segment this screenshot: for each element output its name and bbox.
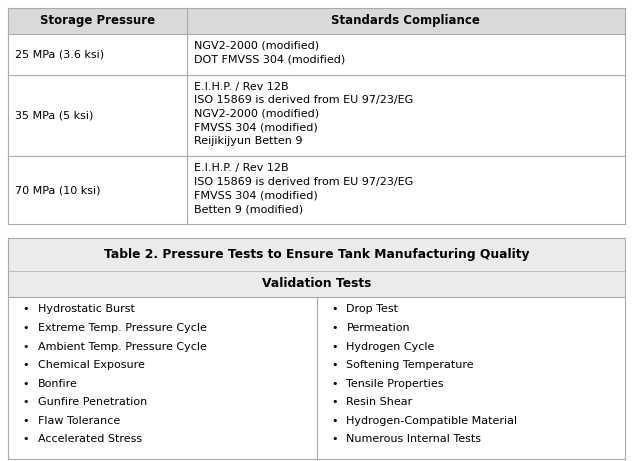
Text: Reijikijyun Betten 9: Reijikijyun Betten 9 xyxy=(194,136,302,146)
Text: FMVSS 304 (modified): FMVSS 304 (modified) xyxy=(194,123,318,132)
Text: •: • xyxy=(23,378,29,389)
Text: •: • xyxy=(331,360,338,370)
Text: Tensile Properties: Tensile Properties xyxy=(346,378,444,389)
Text: Resin Shear: Resin Shear xyxy=(346,397,413,407)
Bar xyxy=(8,8,625,34)
Text: •: • xyxy=(23,415,29,426)
Bar xyxy=(8,34,625,75)
Bar xyxy=(8,296,625,459)
Text: Gunfire Penetration: Gunfire Penetration xyxy=(38,397,147,407)
Text: •: • xyxy=(331,434,338,444)
Text: Flaw Tolerance: Flaw Tolerance xyxy=(38,415,120,426)
Text: Hydrostatic Burst: Hydrostatic Burst xyxy=(38,305,135,314)
Text: Validation Tests: Validation Tests xyxy=(262,277,371,290)
Text: DOT FMVSS 304 (modified): DOT FMVSS 304 (modified) xyxy=(194,54,345,65)
Text: 70 MPa (10 ksi): 70 MPa (10 ksi) xyxy=(15,185,101,195)
Text: •: • xyxy=(331,342,338,351)
Text: Softening Temperature: Softening Temperature xyxy=(346,360,474,370)
Text: •: • xyxy=(331,378,338,389)
Text: •: • xyxy=(23,305,29,314)
Text: •: • xyxy=(23,434,29,444)
Text: ISO 15869 is derived from EU 97/23/EG: ISO 15869 is derived from EU 97/23/EG xyxy=(194,177,413,187)
Text: E.I.H.P. / Rev 12B: E.I.H.P. / Rev 12B xyxy=(194,164,289,173)
Bar xyxy=(8,156,625,225)
Text: FMVSS 304 (modified): FMVSS 304 (modified) xyxy=(194,190,318,201)
Text: Bonfire: Bonfire xyxy=(38,378,78,389)
Text: E.I.H.P. / Rev 12B: E.I.H.P. / Rev 12B xyxy=(194,82,289,92)
Text: ISO 15869 is derived from EU 97/23/EG: ISO 15869 is derived from EU 97/23/EG xyxy=(194,95,413,106)
Text: •: • xyxy=(331,415,338,426)
Text: •: • xyxy=(331,397,338,407)
Text: •: • xyxy=(331,305,338,314)
Text: •: • xyxy=(331,323,338,333)
Text: Accelerated Stress: Accelerated Stress xyxy=(38,434,142,444)
Text: Numerous Internal Tests: Numerous Internal Tests xyxy=(346,434,482,444)
Text: Permeation: Permeation xyxy=(346,323,410,333)
Bar xyxy=(8,238,625,296)
Bar xyxy=(8,75,625,156)
Text: 25 MPa (3.6 ksi): 25 MPa (3.6 ksi) xyxy=(15,49,104,59)
Text: NGV2-2000 (modified): NGV2-2000 (modified) xyxy=(194,109,319,119)
Text: Betten 9 (modified): Betten 9 (modified) xyxy=(194,204,303,214)
Text: Standards Compliance: Standards Compliance xyxy=(332,14,480,28)
Text: NGV2-2000 (modified): NGV2-2000 (modified) xyxy=(194,41,319,51)
Text: 35 MPa (5 ksi): 35 MPa (5 ksi) xyxy=(15,111,94,121)
Text: Extreme Temp. Pressure Cycle: Extreme Temp. Pressure Cycle xyxy=(38,323,207,333)
Text: •: • xyxy=(23,397,29,407)
Text: Hydrogen-Compatible Material: Hydrogen-Compatible Material xyxy=(346,415,518,426)
Text: Ambient Temp. Pressure Cycle: Ambient Temp. Pressure Cycle xyxy=(38,342,207,351)
Text: •: • xyxy=(23,342,29,351)
Text: •: • xyxy=(23,360,29,370)
Text: Hydrogen Cycle: Hydrogen Cycle xyxy=(346,342,435,351)
Text: •: • xyxy=(23,323,29,333)
Text: Storage Pressure: Storage Pressure xyxy=(40,14,155,28)
Text: Drop Test: Drop Test xyxy=(346,305,399,314)
Text: Chemical Exposure: Chemical Exposure xyxy=(38,360,145,370)
Text: Table 2. Pressure Tests to Ensure Tank Manufacturing Quality: Table 2. Pressure Tests to Ensure Tank M… xyxy=(104,248,529,261)
